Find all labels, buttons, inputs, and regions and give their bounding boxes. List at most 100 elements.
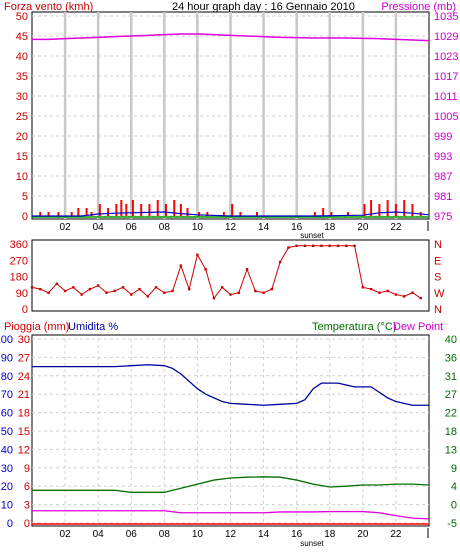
direction-tick-label: 180 bbox=[10, 272, 28, 284]
direction-point bbox=[312, 244, 315, 248]
hour-tick-label: 12 bbox=[225, 222, 237, 233]
hour-tick-label: 04 bbox=[93, 222, 105, 233]
hour-tick-label-bottom: 14 bbox=[258, 529, 270, 540]
direction-point bbox=[171, 289, 174, 293]
direction-point bbox=[402, 295, 406, 298]
hour-tick-label-bottom: 06 bbox=[126, 529, 138, 540]
rain-tick-label: 21 bbox=[18, 389, 30, 401]
humidity-tick-label: 50 bbox=[1, 426, 13, 438]
wind-tick-label: 40 bbox=[16, 51, 28, 63]
direction-point bbox=[196, 253, 199, 257]
direction-point bbox=[369, 287, 373, 291]
rain-tick-label: 9 bbox=[24, 463, 30, 475]
pressure-tick-label: 1005 bbox=[434, 111, 458, 123]
wind-tick-label: 25 bbox=[16, 111, 28, 123]
direction-point bbox=[63, 289, 67, 293]
direction-point bbox=[411, 291, 414, 294]
wind-tick-label: 30 bbox=[16, 91, 28, 103]
direction-point bbox=[295, 244, 298, 248]
wind-tick-label: 5 bbox=[22, 191, 28, 203]
hour-tick-label-bottom: 08 bbox=[159, 529, 171, 540]
humidity-tick-label: 60 bbox=[1, 408, 13, 420]
direction-point bbox=[262, 291, 265, 294]
grid-layer bbox=[32, 12, 429, 524]
wind-gust-bar bbox=[148, 204, 151, 216]
wind-gust-bar bbox=[47, 212, 50, 216]
humidity-tick-label: 20 bbox=[1, 481, 13, 493]
pressure-tick-label: 999 bbox=[434, 131, 452, 143]
wind-tick-label: 50 bbox=[16, 11, 28, 23]
direction-tick-label: 270 bbox=[10, 255, 28, 267]
hour-tick-label: 10 bbox=[192, 222, 204, 233]
wind-tick-label: 20 bbox=[16, 131, 28, 143]
rain-tick-label: 12 bbox=[18, 444, 30, 456]
hour-tick-label: 20 bbox=[357, 222, 369, 233]
hour-tick-label-bottom: 18 bbox=[324, 529, 336, 540]
wind-gust-bar bbox=[239, 212, 242, 216]
hour-tick-label-bottom: 20 bbox=[357, 529, 369, 540]
wind-gust-bar bbox=[173, 200, 176, 216]
wind-tick-label: 15 bbox=[16, 151, 28, 163]
wind-tick-label: 10 bbox=[16, 171, 28, 183]
direction-point bbox=[47, 291, 50, 294]
wind-gust-bar bbox=[255, 212, 258, 216]
direction-point bbox=[187, 287, 191, 291]
direction-point bbox=[72, 286, 75, 289]
rain-tick-label: 6 bbox=[24, 481, 30, 493]
wind-gust-bar bbox=[179, 204, 182, 216]
wind-gust-bar bbox=[394, 204, 397, 216]
wind-gust-bar bbox=[346, 212, 349, 216]
direction-point bbox=[221, 286, 224, 289]
pressure-axis-title: Pressione (mb) bbox=[381, 1, 456, 13]
compass-label: N bbox=[434, 304, 442, 316]
humidity-tick-label: 10 bbox=[1, 500, 13, 512]
pressure-tick-label: 1023 bbox=[434, 51, 458, 63]
humidity-line bbox=[32, 364, 429, 406]
direction-point bbox=[320, 244, 323, 248]
compass-label: W bbox=[434, 288, 445, 300]
humidity-tick-label: 90 bbox=[1, 352, 13, 364]
rain-tick-label: 0 bbox=[24, 518, 30, 530]
pressure-tick-label: 1035 bbox=[434, 11, 458, 23]
direction-point bbox=[146, 295, 149, 298]
humidity-tick-label: 0 bbox=[7, 518, 13, 530]
wind-gust-bar bbox=[70, 212, 73, 216]
hour-tick-label: 16 bbox=[291, 222, 303, 233]
hour-tick-label-bottom: 10 bbox=[192, 529, 204, 540]
direction-point bbox=[353, 244, 356, 248]
wind-average-line bbox=[32, 211, 430, 217]
temperature-tick-label: 18 bbox=[445, 426, 457, 438]
pressure-tick-label: 1029 bbox=[434, 31, 458, 43]
humidity-axis-title: Umidita % bbox=[68, 321, 118, 333]
direction-point bbox=[163, 291, 166, 294]
series-layer bbox=[30, 33, 430, 525]
humidity-tick-label: 100 bbox=[0, 334, 13, 346]
pressure-tick-label: 993 bbox=[434, 151, 452, 163]
direction-point bbox=[212, 296, 216, 300]
hour-tick-label: 08 bbox=[159, 222, 171, 233]
hour-tick-label: 14 bbox=[258, 222, 270, 233]
direction-point bbox=[287, 246, 290, 249]
pressure-tick-label: 1017 bbox=[434, 71, 458, 83]
humidity-tick-label: 70 bbox=[1, 389, 13, 401]
temperature-line bbox=[32, 476, 430, 493]
wind-gust-bar bbox=[222, 212, 225, 216]
direction-point bbox=[39, 287, 42, 291]
hour-tick-label: 06 bbox=[126, 222, 138, 233]
direction-point bbox=[96, 284, 100, 287]
direction-point bbox=[138, 287, 141, 291]
wind-gust-bar bbox=[77, 208, 80, 216]
temperature-axis-title: Temperatura (°C) bbox=[312, 321, 396, 333]
temperature-tick-label: 36 bbox=[445, 352, 457, 364]
wind-gust-bar bbox=[57, 212, 60, 216]
direction-point bbox=[179, 264, 183, 267]
temperature-tick-label: -5 bbox=[447, 518, 457, 530]
wind-gust-bar bbox=[322, 208, 325, 216]
direction-point bbox=[254, 289, 257, 293]
wind-gust-bar bbox=[313, 212, 316, 216]
temperature-tick-label: 0 bbox=[451, 500, 457, 512]
pressure-tick-label: 987 bbox=[434, 171, 452, 183]
direction-point bbox=[30, 286, 34, 289]
temperature-tick-label: 40 bbox=[445, 334, 457, 346]
